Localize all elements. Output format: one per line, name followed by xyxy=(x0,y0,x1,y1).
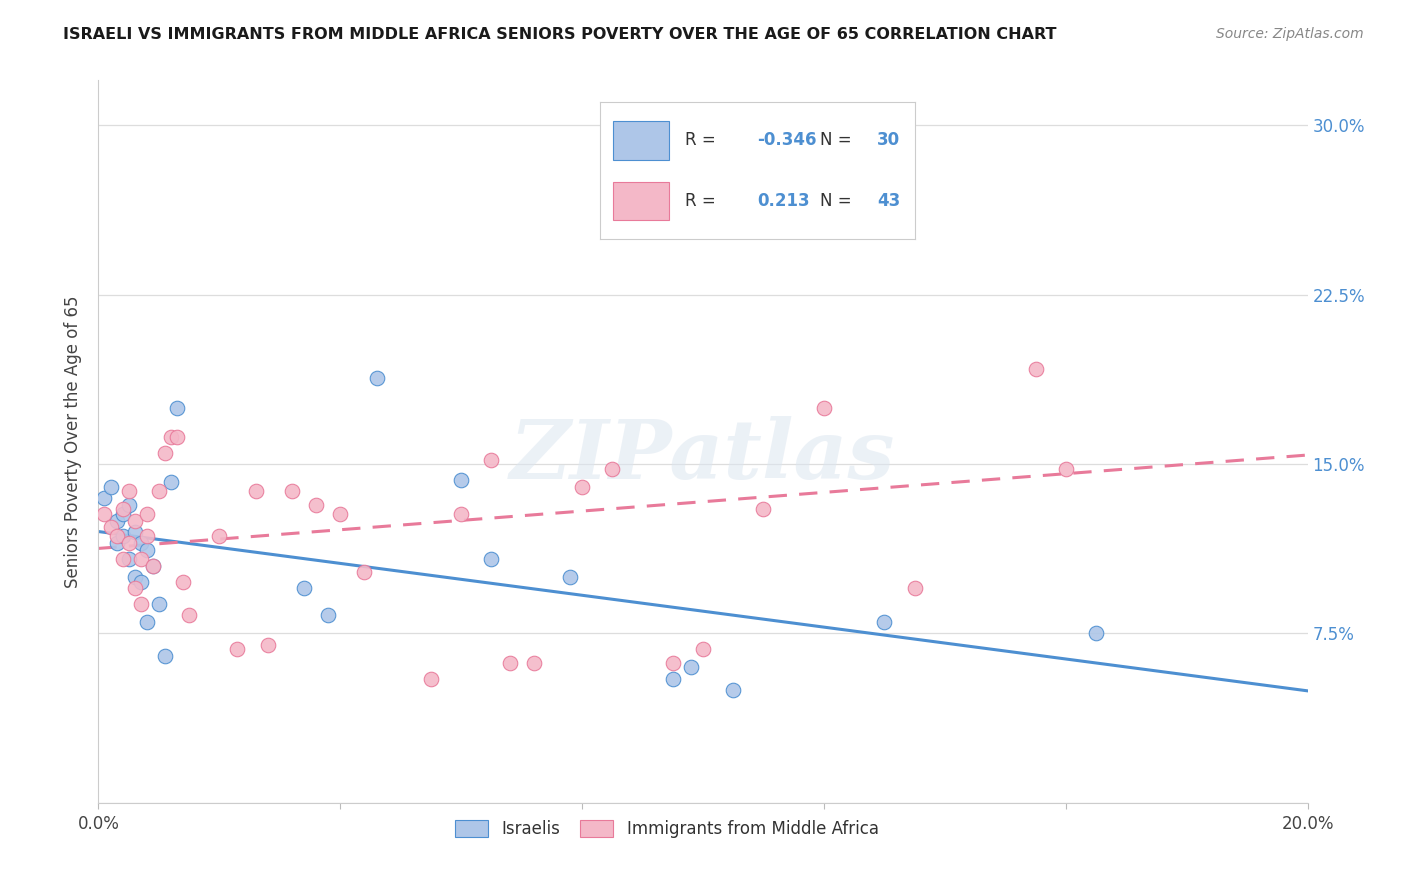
Point xyxy=(111,529,134,543)
Y-axis label: Seniors Poverty Over the Age of 65: Seniors Poverty Over the Age of 65 xyxy=(65,295,83,588)
Point xyxy=(160,475,183,490)
Legend: Israelis, Immigrants from Middle Africa: Israelis, Immigrants from Middle Africa xyxy=(449,814,886,845)
Point xyxy=(135,529,157,543)
Point xyxy=(105,514,128,528)
Point xyxy=(153,446,176,460)
Point xyxy=(571,480,593,494)
Point xyxy=(129,597,152,611)
Point xyxy=(661,656,683,670)
Point xyxy=(498,656,520,670)
Point xyxy=(450,473,472,487)
Point xyxy=(281,484,304,499)
Point xyxy=(481,452,503,467)
Point xyxy=(208,529,231,543)
Point xyxy=(329,507,352,521)
Point xyxy=(316,608,339,623)
Point xyxy=(166,401,188,415)
Point xyxy=(124,514,146,528)
Point xyxy=(661,672,683,686)
Point xyxy=(129,536,152,550)
Point xyxy=(1024,362,1046,376)
Point xyxy=(723,129,745,144)
Point xyxy=(166,430,188,444)
Point xyxy=(118,552,141,566)
Point xyxy=(723,682,745,697)
Point xyxy=(602,461,624,475)
Point xyxy=(124,582,146,596)
Point xyxy=(111,507,134,521)
Point xyxy=(118,484,141,499)
Point xyxy=(481,552,503,566)
Point xyxy=(124,570,146,584)
Point xyxy=(226,642,249,657)
Point xyxy=(172,574,194,589)
Point xyxy=(142,558,165,573)
Point xyxy=(100,520,122,534)
Point xyxy=(105,536,128,550)
Point xyxy=(692,642,714,657)
Point xyxy=(873,615,896,630)
Point xyxy=(100,480,122,494)
Point xyxy=(179,608,201,623)
Point xyxy=(679,660,702,674)
Text: ZIPatlas: ZIPatlas xyxy=(510,416,896,496)
Point xyxy=(450,507,472,521)
Point xyxy=(111,502,134,516)
Text: ISRAELI VS IMMIGRANTS FROM MIDDLE AFRICA SENIORS POVERTY OVER THE AGE OF 65 CORR: ISRAELI VS IMMIGRANTS FROM MIDDLE AFRICA… xyxy=(63,27,1057,42)
Point xyxy=(523,656,546,670)
Point xyxy=(111,552,134,566)
Text: Source: ZipAtlas.com: Source: ZipAtlas.com xyxy=(1216,27,1364,41)
Point xyxy=(1085,626,1108,640)
Point xyxy=(558,570,581,584)
Point xyxy=(129,552,152,566)
Point xyxy=(245,484,267,499)
Point xyxy=(93,491,115,505)
Point xyxy=(160,430,183,444)
Point xyxy=(142,558,165,573)
Point xyxy=(305,498,328,512)
Point xyxy=(752,502,775,516)
Point xyxy=(124,524,146,539)
Point xyxy=(366,371,388,385)
Point xyxy=(153,648,176,663)
Point xyxy=(93,507,115,521)
Point xyxy=(1054,461,1077,475)
Point xyxy=(105,529,128,543)
Point xyxy=(353,566,375,580)
Point xyxy=(813,401,835,415)
Point xyxy=(135,615,157,630)
Point xyxy=(135,507,157,521)
Point xyxy=(256,638,278,652)
Point xyxy=(148,484,170,499)
Point xyxy=(420,672,443,686)
Point xyxy=(129,574,152,589)
Point xyxy=(904,582,927,596)
Point xyxy=(292,582,315,596)
Point xyxy=(118,498,141,512)
Point xyxy=(118,536,141,550)
Point xyxy=(148,597,170,611)
Point xyxy=(135,542,157,557)
